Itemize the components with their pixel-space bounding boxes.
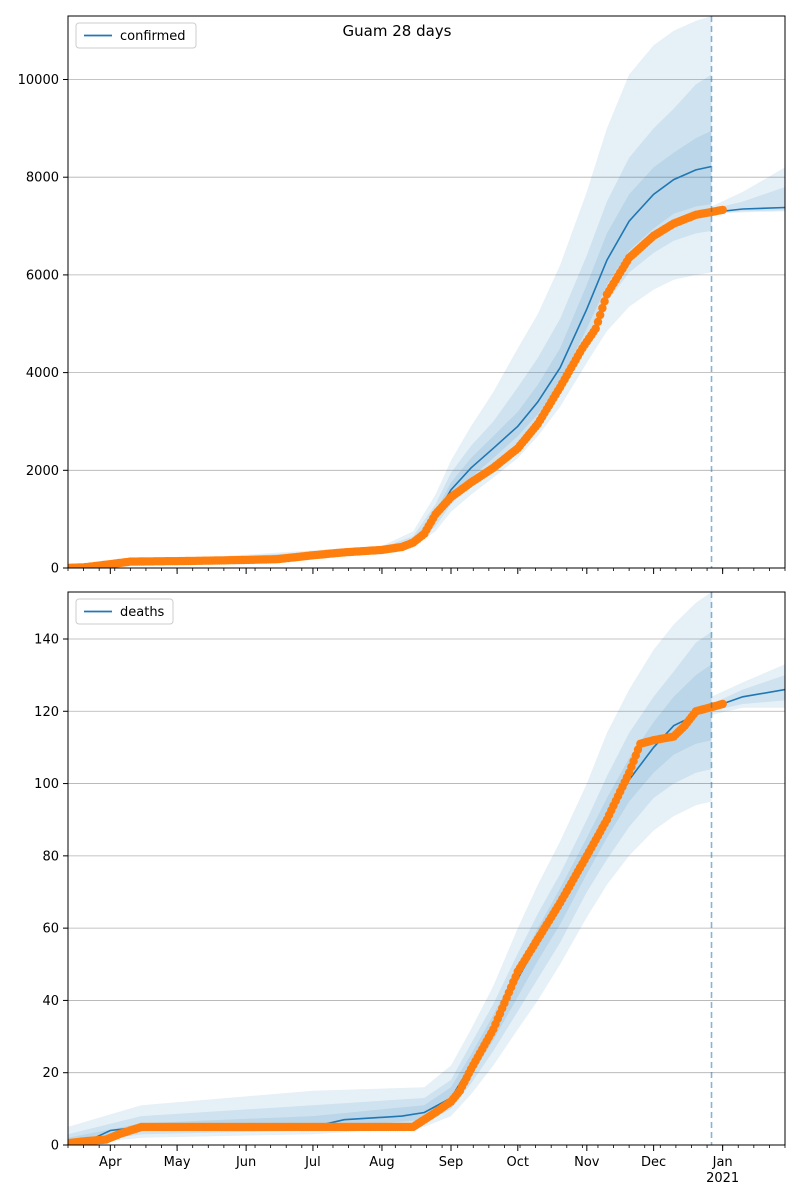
x-tick-label-2: Jun (235, 1155, 256, 1170)
legend-label: deaths (120, 605, 165, 620)
x-tick-label-4: Aug (369, 1155, 394, 1170)
x-tick-label-8: Dec (641, 1155, 666, 1170)
uncertainty-band-2 (68, 130, 712, 568)
x-tick-label-3: Jul (304, 1155, 321, 1170)
y-tick-label-2: 4000 (26, 366, 59, 381)
observed-point-241 (600, 297, 609, 306)
y-tick-label-3: 6000 (26, 268, 59, 283)
observed-point-240 (598, 303, 607, 313)
y-tick-label-6: 120 (34, 705, 59, 720)
y-tick-label-7: 140 (34, 632, 59, 647)
y-tick-label-1: 2000 (26, 464, 59, 479)
x-tick-label-0: Apr (99, 1155, 122, 1170)
uncertainty-band-0 (68, 16, 712, 568)
plot-area (68, 16, 785, 568)
y-tick-label-1: 20 (42, 1066, 59, 1081)
x-tick-label-9: Jan (712, 1155, 733, 1170)
forecast-band-1 (711, 675, 785, 712)
deaths-panel: 0 20 40 60 80 100 120 140 Apr May Jun Jul Aug Sep Oct N… (34, 591, 786, 1186)
observed-point-237 (591, 324, 600, 333)
y-tick-label-2: 40 (42, 994, 59, 1009)
legend: deaths (75, 598, 174, 625)
y-tick-label-3: 60 (42, 922, 59, 937)
legend-label: confirmed (120, 29, 186, 44)
x-tick-label-7: Nov (574, 1155, 600, 1170)
legend: confirmed (75, 22, 197, 49)
forecast-band-0 (711, 664, 785, 715)
legend-box (75, 22, 197, 49)
y-tick-label-0: 0 (51, 562, 59, 577)
plot-area (68, 592, 785, 1145)
confirmed-panel: 0 2000 4000 6000 8000 10000 confirmed (18, 15, 786, 577)
x-tick-label-6: Oct (507, 1155, 529, 1170)
x-tick-label-1: May (164, 1155, 191, 1170)
observed-point-238 (593, 317, 603, 326)
uncertainty-band-1 (68, 74, 712, 568)
figure-title: Guam 28 days (343, 22, 452, 40)
x-year-label: 2021 (706, 1171, 739, 1186)
forecast-band-1 (711, 187, 785, 214)
y-tick-label-0: 0 (51, 1139, 59, 1154)
forecast-band-0 (711, 167, 785, 214)
uncertainty-band-1 (68, 631, 712, 1145)
observed-point-294 (718, 699, 727, 709)
observed-point-239 (596, 310, 605, 320)
legend-box (75, 598, 174, 625)
y-tick-label-5: 10000 (18, 73, 59, 88)
y-tick-label-4: 8000 (26, 171, 59, 186)
observed-point-294 (718, 205, 727, 215)
y-tick-label-4: 80 (42, 849, 59, 864)
y-tick-label-5: 100 (34, 777, 59, 792)
x-tick-label-5: Sep (439, 1155, 464, 1170)
